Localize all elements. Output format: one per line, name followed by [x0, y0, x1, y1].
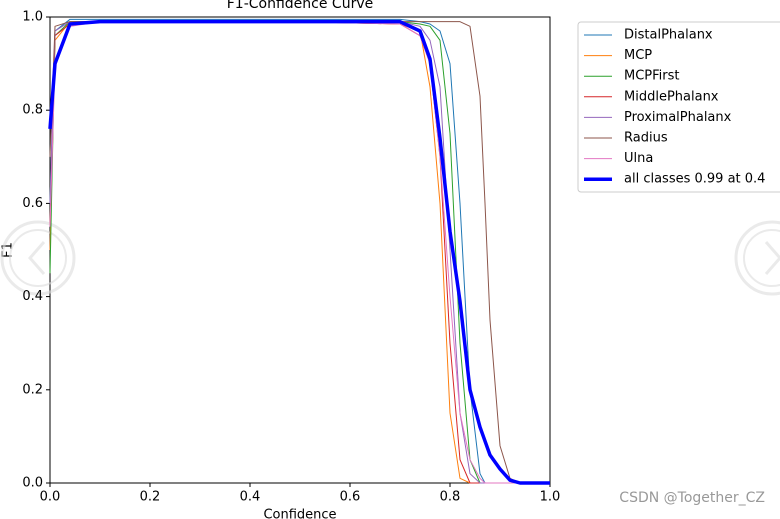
legend-box	[577, 21, 780, 193]
x-tick-label: 0.0	[40, 490, 61, 505]
x-tick-label: 0.4	[240, 490, 261, 505]
carousel-next[interactable]	[734, 220, 780, 296]
legend-label: ProximalPhalanx	[624, 110, 732, 125]
y-tick-label: 0.2	[22, 382, 43, 397]
legend-label: MiddlePhalanx	[624, 89, 719, 104]
legend-label: MCP	[624, 48, 652, 63]
watermark: CSDN @Together_CZ	[619, 490, 765, 506]
y-tick-label: 0.0	[22, 476, 43, 491]
x-tick-label: 0.2	[140, 490, 161, 505]
legend-label: MCPFirst	[624, 69, 680, 84]
legend-label: DistalPhalanx	[624, 28, 713, 43]
carousel-prev[interactable]	[0, 220, 76, 296]
x-tick-label: 0.6	[340, 490, 361, 505]
legend-label: Ulna	[624, 151, 653, 166]
x-tick-label: 1.0	[540, 490, 561, 505]
legend-label: Radius	[624, 131, 668, 146]
y-tick-label: 1.0	[22, 10, 43, 25]
y-tick-label: 0.6	[22, 196, 43, 211]
y-tick-label: 0.4	[22, 289, 43, 304]
x-tick-label: 0.8	[440, 490, 461, 505]
x-axis-label: Confidence	[263, 508, 336, 519]
legend-label: all classes 0.99 at 0.4	[624, 172, 765, 187]
series-line	[48, 19, 550, 485]
chart-title: F1-Confidence Curve	[227, 0, 373, 12]
y-tick-label: 0.8	[22, 103, 43, 118]
